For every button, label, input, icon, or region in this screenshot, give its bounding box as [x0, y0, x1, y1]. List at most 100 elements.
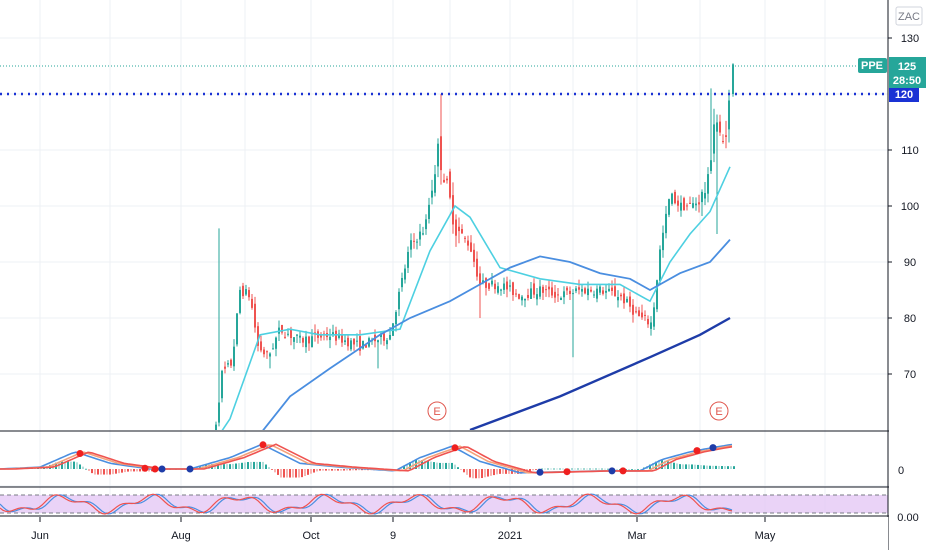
osc-histogram-bar	[430, 461, 432, 469]
candle-body	[686, 205, 688, 207]
osc-histogram-bar	[349, 469, 351, 471]
candle-body	[359, 336, 361, 351]
candle-body	[224, 366, 226, 369]
osc-histogram-bar	[277, 469, 279, 475]
osc-histogram-bar	[346, 469, 348, 471]
candle-body	[692, 203, 694, 208]
candle-body	[533, 283, 535, 295]
candle-body	[620, 294, 622, 297]
candle-body	[311, 336, 313, 348]
candle-body	[305, 336, 307, 348]
osc-histogram-bar	[139, 469, 141, 472]
candle-body	[272, 348, 274, 350]
candle-group	[215, 63, 734, 430]
osc-histogram-bar	[103, 469, 105, 475]
earnings-marker-label: E	[715, 406, 722, 418]
osc-histogram-bar	[709, 465, 711, 469]
candle-body	[539, 286, 541, 297]
osc-histogram-bar	[571, 468, 573, 470]
osc-histogram-bar	[94, 469, 96, 475]
osc-histogram-bar	[73, 461, 75, 469]
x-tick-label: Aug	[171, 530, 191, 542]
candle-body	[446, 178, 448, 181]
osc-histogram-bar	[733, 466, 735, 469]
candle-body	[626, 298, 628, 303]
candle-body	[320, 333, 322, 338]
candle-body	[410, 240, 412, 250]
candle-body	[665, 213, 667, 234]
candle-body	[635, 311, 637, 313]
candle-body	[341, 334, 343, 343]
osc-histogram-bar	[604, 468, 606, 470]
osc-histogram-bar	[76, 462, 78, 469]
osc-histogram-bar	[100, 469, 102, 475]
osc-histogram-bar	[253, 461, 255, 469]
candle-body	[227, 363, 229, 365]
osc-histogram-bar	[466, 469, 468, 475]
candle-body	[404, 268, 406, 280]
osc-histogram-bar	[490, 469, 492, 476]
candle-body	[389, 334, 391, 340]
osc-histogram-bar	[460, 469, 462, 470]
candle-body	[431, 190, 433, 198]
earnings-marker-2	[709, 401, 729, 421]
osc-histogram-bar	[481, 469, 483, 479]
osc-histogram-bar	[598, 468, 600, 470]
osc-histogram-bar	[451, 462, 453, 469]
candle-body	[629, 296, 631, 307]
osc-histogram-bar	[502, 469, 504, 474]
candle-body	[395, 312, 397, 325]
osc-histogram-bar	[727, 466, 729, 469]
osc-histogram-bar	[553, 468, 555, 470]
candle-body	[530, 288, 532, 299]
candle-body	[644, 314, 646, 316]
candle-body	[713, 124, 715, 154]
osc-histogram-bar	[244, 462, 246, 469]
currency-box	[895, 6, 923, 26]
x-axis-background	[0, 517, 888, 550]
osc-histogram-bar	[79, 464, 81, 469]
osc-histogram-bar	[499, 469, 501, 474]
candle-body	[275, 337, 277, 349]
osc-histogram-bar	[310, 469, 312, 474]
osc-histogram-bar	[82, 466, 84, 469]
osc-histogram-bar	[97, 469, 99, 475]
osc-histogram-bar	[130, 469, 132, 472]
candle-body	[524, 298, 526, 301]
osc-histogram-bar	[640, 469, 642, 470]
candle-body	[698, 202, 700, 205]
earnings-marker-1	[427, 401, 447, 421]
osc-histogram-bar	[583, 468, 585, 470]
osc-histogram-bar	[718, 465, 720, 469]
osc-histogram-bar	[694, 464, 696, 469]
candle-body	[467, 240, 469, 246]
osc-histogram-bar	[691, 464, 693, 469]
osc-histogram-bar	[508, 469, 510, 474]
osc-histogram-bar	[343, 469, 345, 471]
osc-histogram-bar	[313, 469, 315, 473]
candle-body	[413, 240, 415, 242]
candle-body	[569, 290, 571, 294]
candle-body	[443, 179, 445, 183]
candle-body	[257, 326, 259, 346]
candle-body	[254, 303, 256, 328]
grid	[0, 0, 888, 516]
osc-histogram-bar	[136, 469, 138, 472]
symbol-tag	[858, 58, 887, 73]
osc-histogram-bar	[340, 469, 342, 471]
osc-histogram-bar	[673, 462, 675, 469]
osc-histogram-bar	[529, 469, 531, 472]
osc-histogram-bar	[559, 468, 561, 470]
candle-body	[560, 298, 562, 300]
osc-histogram-bar	[91, 469, 93, 474]
osc-histogram-bar	[478, 469, 480, 479]
candle-body	[245, 289, 247, 295]
candle-body	[353, 338, 355, 345]
osc-histogram-bar	[541, 468, 543, 470]
osc-histogram-bar	[352, 469, 354, 471]
candle-body	[233, 346, 235, 367]
candle-body	[593, 294, 595, 296]
osc-cross-dot	[536, 468, 544, 476]
osc-histogram-bar	[112, 469, 114, 475]
